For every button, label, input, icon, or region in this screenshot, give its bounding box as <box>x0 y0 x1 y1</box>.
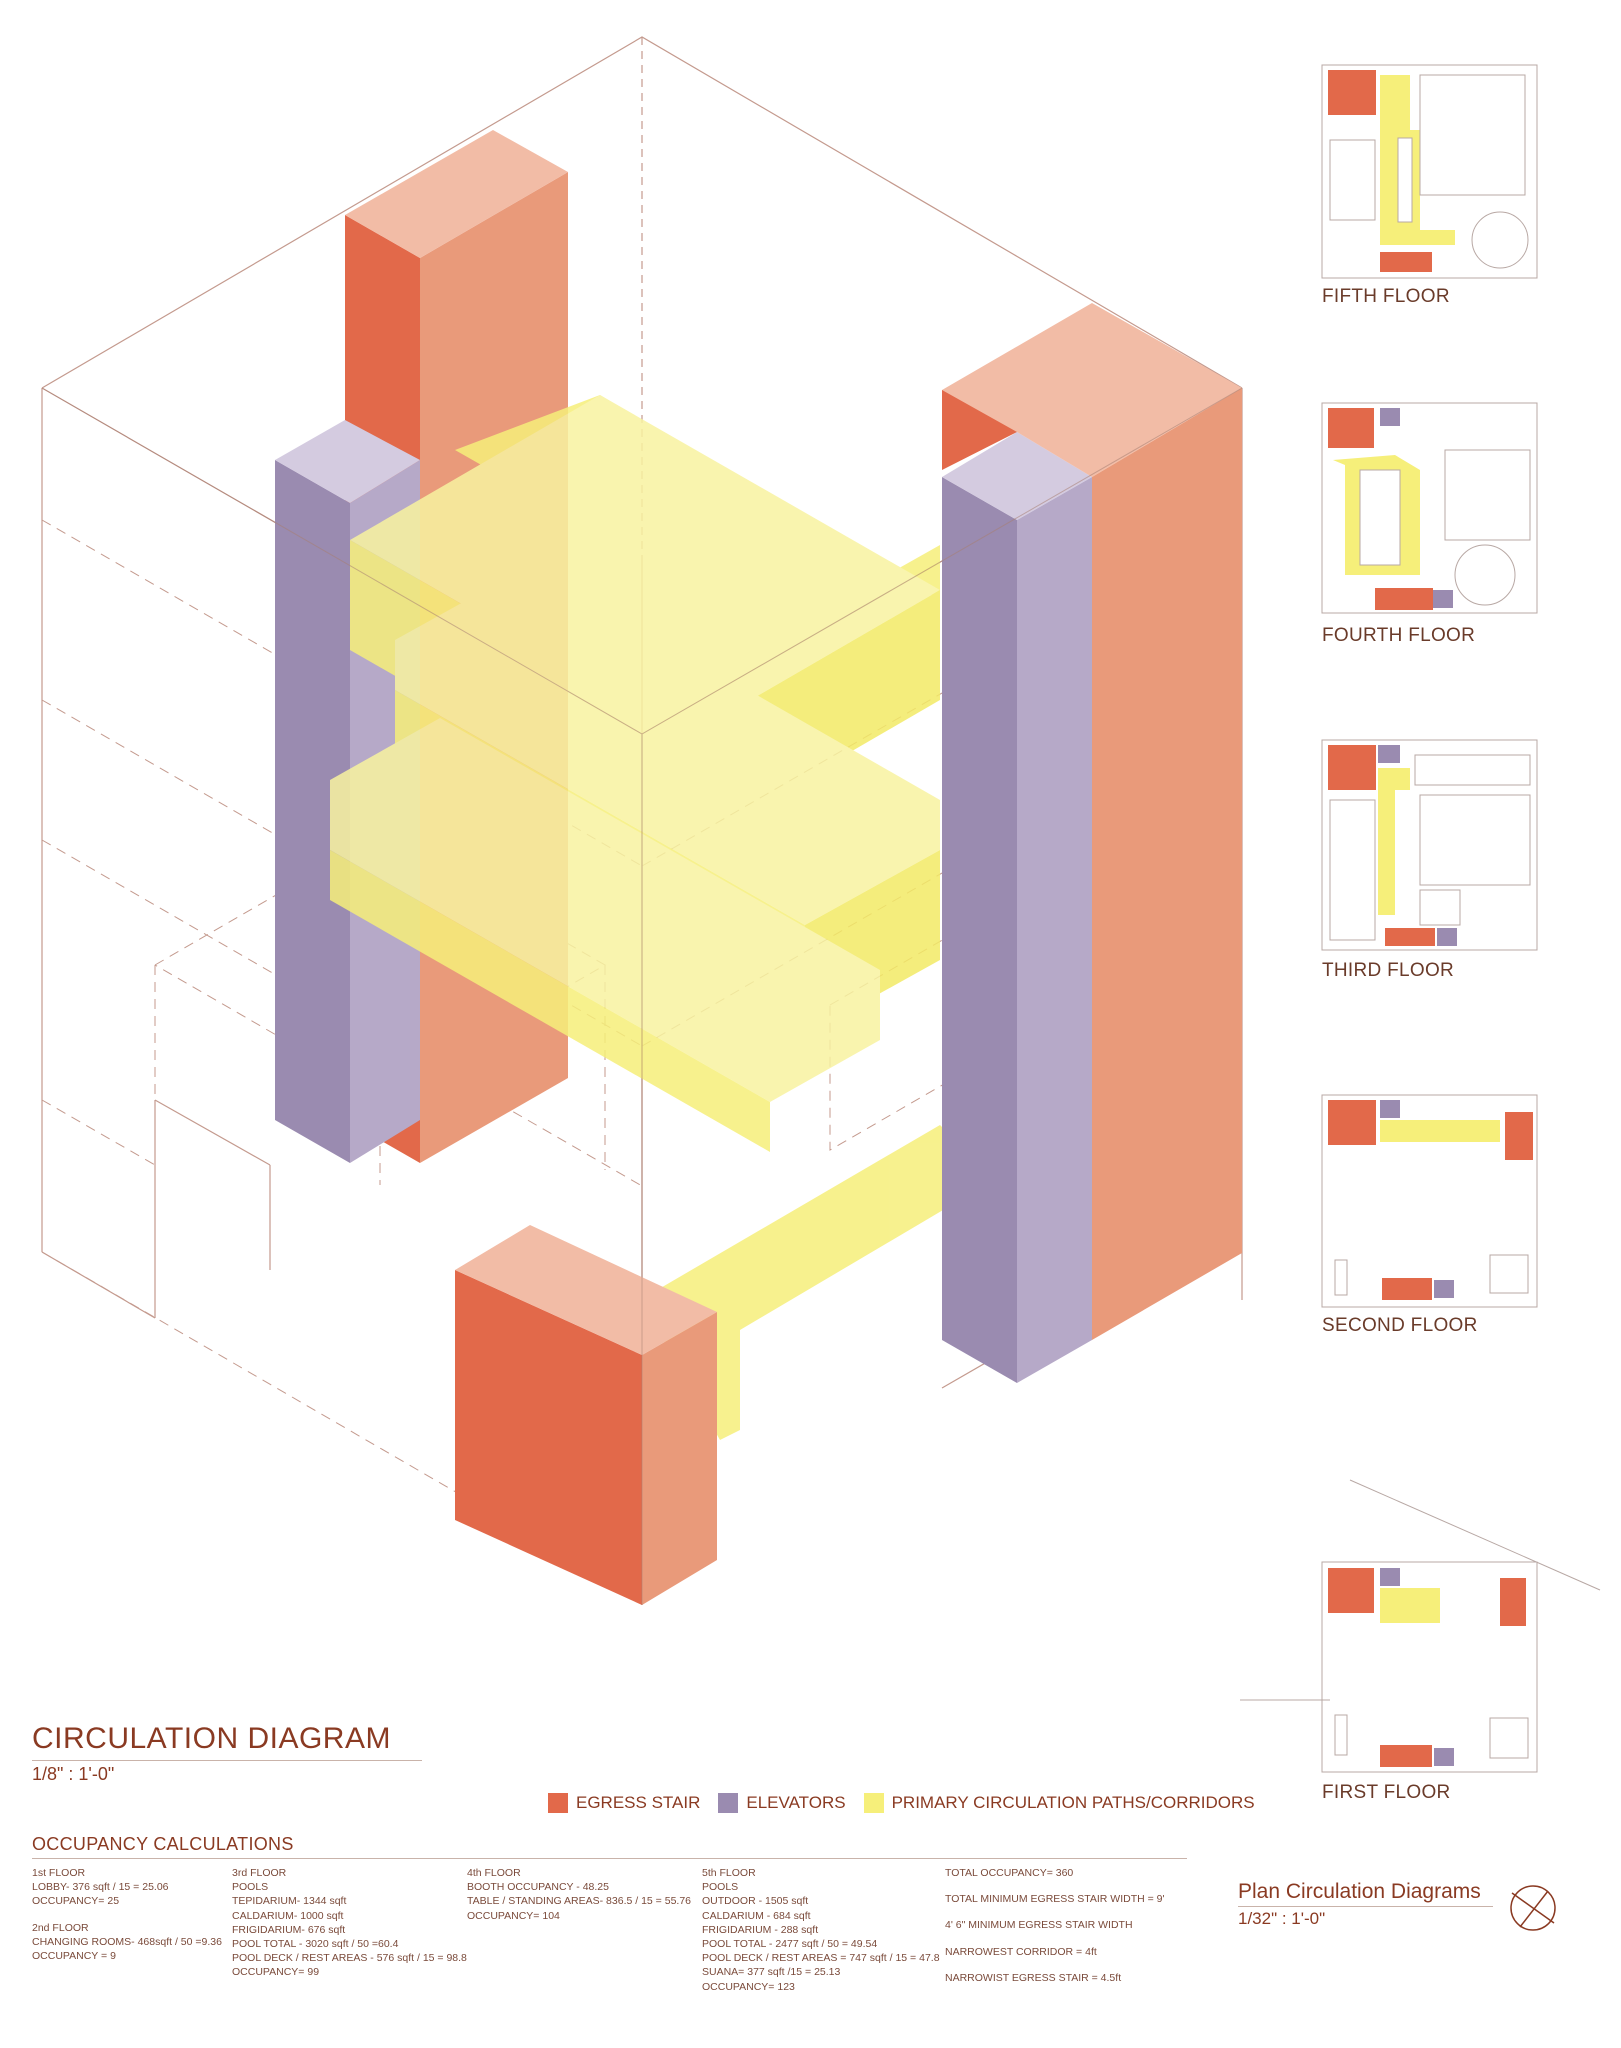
title-divider <box>32 1760 422 1761</box>
occupancy-line: TOTAL MINIMUM EGRESS STAIR WIDTH = 9' <box>945 1893 1165 1906</box>
label-first-floor: FIRST FLOOR <box>1322 1782 1451 1803</box>
plan-fifth-floor <box>1321 64 1538 279</box>
egress-stair-right <box>942 303 1242 1340</box>
occupancy-line <box>945 1880 1165 1892</box>
legend-label: ELEVATORS <box>746 1793 846 1812</box>
occupancy-line <box>945 1906 1165 1918</box>
occupancy-line <box>945 1933 1165 1945</box>
occupancy-line: SUANA= 377 sqft /15 = 25.13 <box>702 1966 841 1979</box>
occupancy-line: POOL DECK / REST AREAS = 747 sqft / 15 =… <box>702 1952 940 1965</box>
corridor-masses <box>330 395 960 1440</box>
legend-item-corridors: PRIMARY CIRCULATION PATHS/CORRIDORS <box>863 1793 1255 1813</box>
label-fifth-floor: FIFTH FLOOR <box>1322 286 1450 307</box>
legend-swatch <box>718 1793 739 1813</box>
legend-label: PRIMARY CIRCULATION PATHS/CORRIDORS <box>891 1793 1255 1812</box>
plan-second-floor <box>1321 1094 1538 1308</box>
plan-first-floor <box>1240 1479 1601 1773</box>
occupancy-line: LOBBY- 376 sqft / 15 = 25.06 <box>32 1881 169 1894</box>
occupancy-line: 4' 6" MINIMUM EGRESS STAIR WIDTH <box>945 1919 1133 1932</box>
occupancy-line: OCCUPANCY= 99 <box>232 1966 320 1979</box>
plan-diagrams-scale: 1/32" : 1'-0" <box>1238 1909 1326 1928</box>
diagram-title: CIRCULATION DIAGRAM <box>32 1722 391 1755</box>
legend-swatch <box>548 1793 568 1813</box>
legend-swatch <box>863 1793 884 1813</box>
elevator-right <box>942 432 1092 1383</box>
occupancy-line: CHANGING ROOMS- 468sqft / 50 =9.36 <box>32 1935 222 1948</box>
plan-third-floor <box>1321 739 1538 951</box>
occupancy-line: 2nd FLOOR <box>32 1921 89 1934</box>
occupancy-line: OCCUPANCY = 9 <box>32 1950 116 1963</box>
north-arrow-icon <box>1510 1885 1556 1931</box>
occupancy-divider <box>32 1858 1187 1859</box>
plan-fourth-floor <box>1321 402 1538 614</box>
occupancy-line: NARROWEST CORRIDOR = 4ft <box>945 1945 1097 1958</box>
occupancy-line: OCCUPANCY= 25 <box>32 1895 120 1908</box>
label-third-floor: THIRD FLOOR <box>1322 960 1455 981</box>
plan-diagrams-divider <box>1238 1906 1493 1907</box>
diagram-scale: 1/8" : 1'-0" <box>32 1764 115 1784</box>
occupancy-line: POOL TOTAL - 2477 sqft / 50 = 49.54 <box>702 1938 878 1951</box>
label-fourth-floor: FOURTH FLOOR <box>1322 625 1476 646</box>
occupancy-line: OUTDOOR - 1505 sqft <box>702 1895 809 1908</box>
occupancy-column-2: 3rd FLOOR POOLS TEPIDARIUM- 1344 sqft CALDA… <box>232 1866 467 1980</box>
occupancy-column-4: 5th FLOOR POOLS OUTDOOR - 1505 sqft CALDARI… <box>702 1866 940 1994</box>
occupancy-line: POOL DECK / REST AREAS - 576 sqft / 15 =… <box>232 1952 467 1965</box>
legend: EGRESS STAIR ELEVATORS PRIMARY CIRCULATI… <box>548 1793 1263 1813</box>
occupancy-line: CALDARIUM- 1000 sqft <box>232 1909 344 1922</box>
occupancy-heading: OCCUPANCY CALCULATIONS <box>32 1834 294 1854</box>
plan-diagrams-title: Plan Circulation Diagrams <box>1238 1880 1481 1903</box>
legend-label: EGRESS STAIR <box>576 1793 701 1812</box>
occupancy-column-3: 4th FLOOR BOOTH OCCUPANCY - 48.25 TABLE / … <box>467 1866 691 1923</box>
occupancy-line: 4th FLOOR <box>467 1867 521 1879</box>
occupancy-column-1: 1st FLOOR LOBBY- 376 sqft / 15 = 25.06 OCC… <box>32 1866 222 1963</box>
occupancy-line: POOL TOTAL - 3020 sqft / 50 =60.4 <box>232 1938 399 1951</box>
occupancy-line: OCCUPANCY= 104 <box>467 1909 560 1922</box>
occupancy-line: FRIGIDARIUM- 676 sqft <box>232 1923 346 1936</box>
occupancy-line: 1st FLOOR <box>32 1867 86 1879</box>
label-second-floor: SECOND FLOOR <box>1322 1315 1478 1336</box>
occupancy-line: FRIGIDARIUM - 288 sqft <box>702 1923 819 1936</box>
occupancy-column-5: TOTAL OCCUPANCY= 360 TOTAL MINIMUM EGRESS… <box>945 1866 1165 1985</box>
floor-plans <box>1240 64 1601 1773</box>
occupancy-line: BOOTH OCCUPANCY - 48.25 <box>467 1881 609 1894</box>
occupancy-line: POOLS <box>702 1881 739 1894</box>
occupancy-line: CALDARIUM - 684 sqft <box>702 1909 811 1922</box>
occupancy-line: TABLE / STANDING AREAS- 836.5 / 15 = 55.… <box>467 1895 692 1908</box>
egress-stair-front <box>455 1225 717 1605</box>
legend-item-elevators: ELEVATORS <box>718 1793 846 1813</box>
occupancy-line <box>32 1909 222 1921</box>
occupancy-line <box>945 1959 1165 1971</box>
occupancy-line: POOLS <box>232 1881 269 1894</box>
occupancy-line: 3rd FLOOR <box>232 1867 287 1879</box>
occupancy-line: OCCUPANCY= 123 <box>702 1980 795 1993</box>
overlay-lines <box>41 387 1243 1605</box>
occupancy-line: TOTAL OCCUPANCY= 360 <box>945 1867 1074 1879</box>
legend-item-egress-stair: EGRESS STAIR <box>548 1793 700 1813</box>
occupancy-line: NARROWIST EGRESS STAIR = 4.5ft <box>945 1971 1122 1984</box>
occupancy-line: 5th FLOOR <box>702 1867 756 1879</box>
occupancy-line: TEPIDARIUM- 1344 sqft <box>232 1895 347 1908</box>
